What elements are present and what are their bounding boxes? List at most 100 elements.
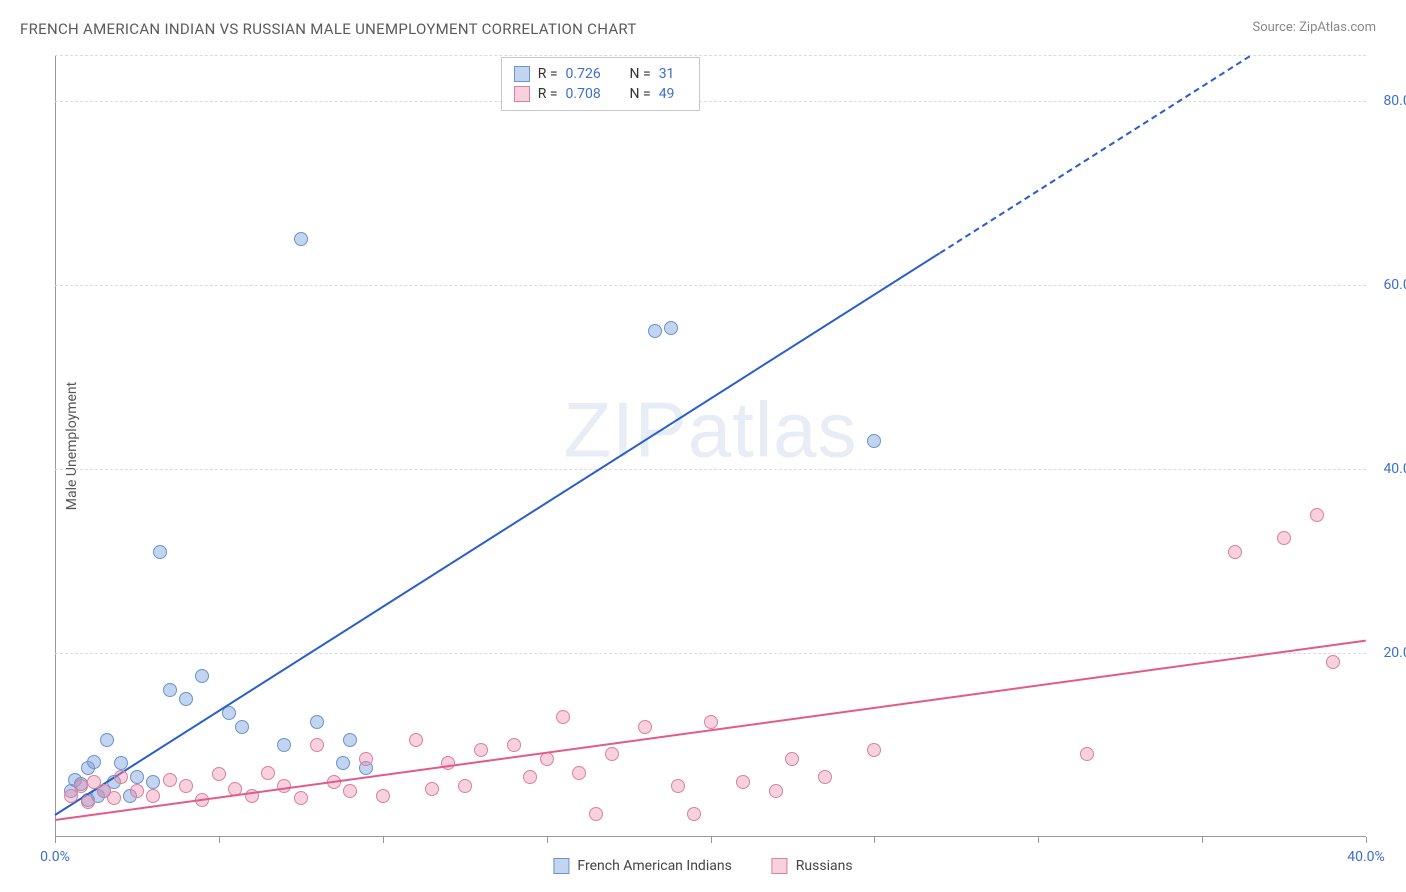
n-value: 49 — [659, 86, 687, 102]
scatter-point — [1310, 508, 1324, 522]
scatter-point — [736, 775, 750, 789]
x-tick-mark — [1038, 837, 1039, 843]
r-value: 0.708 — [566, 86, 616, 102]
scatter-point — [336, 756, 350, 770]
scatter-point — [310, 715, 324, 729]
scatter-point — [343, 784, 357, 798]
scatter-point — [179, 779, 193, 793]
scatter-point — [785, 752, 799, 766]
scatter-point — [107, 791, 121, 805]
scatter-point — [261, 766, 275, 780]
swatch-icon — [514, 86, 530, 102]
trend-line — [54, 252, 940, 816]
bottom-legend: French American Indians Russians — [553, 858, 852, 874]
scatter-point — [671, 779, 685, 793]
scatter-point — [648, 324, 662, 338]
x-tick-mark — [55, 837, 56, 843]
x-tick-mark — [547, 837, 548, 843]
scatter-point — [310, 738, 324, 752]
scatter-point — [87, 755, 101, 769]
watermark-zip: ZIP — [563, 386, 687, 474]
y-tick-label: 20.0% — [1383, 645, 1406, 661]
scatter-point — [818, 770, 832, 784]
trend-line — [939, 55, 1250, 254]
scatter-point — [572, 766, 586, 780]
trend-line — [55, 639, 1366, 820]
y-tick-label: 40.0% — [1383, 461, 1406, 477]
chart-area: ZIPatlas 20.0%40.0%60.0%80.0%0.0%40.0%R … — [55, 55, 1366, 837]
r-label: R = — [538, 66, 558, 82]
scatter-point — [523, 770, 537, 784]
swatch-series-0 — [553, 858, 569, 874]
scatter-point — [130, 770, 144, 784]
scatter-point — [556, 710, 570, 724]
scatter-point — [1080, 747, 1094, 761]
scatter-point — [294, 791, 308, 805]
correlation-legend-row: R = 0.726 N = 31 — [514, 64, 687, 84]
x-tick-mark — [1202, 837, 1203, 843]
x-tick-mark — [1366, 837, 1367, 843]
scatter-point — [867, 743, 881, 757]
scatter-point — [664, 321, 678, 335]
x-tick-mark — [874, 837, 875, 843]
n-value: 31 — [659, 66, 687, 82]
r-value: 0.726 — [566, 66, 616, 82]
swatch-icon — [514, 66, 530, 82]
legend-label-series-1: Russians — [796, 858, 853, 874]
scatter-point — [605, 747, 619, 761]
grid-line — [55, 469, 1366, 470]
scatter-point — [458, 779, 472, 793]
legend-label-series-0: French American Indians — [577, 858, 731, 874]
correlation-legend-row: R = 0.708 N = 49 — [514, 84, 687, 104]
x-tick-mark — [219, 837, 220, 843]
scatter-point — [376, 789, 390, 803]
x-tick-label: 0.0% — [40, 849, 70, 865]
scatter-point — [474, 743, 488, 757]
watermark-atlas: atlas — [688, 386, 858, 474]
scatter-point — [100, 733, 114, 747]
source-label: Source: ZipAtlas.com — [1252, 20, 1376, 35]
scatter-point — [212, 767, 226, 781]
scatter-point — [195, 669, 209, 683]
scatter-point — [359, 752, 373, 766]
n-label: N = — [630, 86, 651, 102]
scatter-point — [235, 720, 249, 734]
scatter-point — [277, 738, 291, 752]
scatter-point — [425, 782, 439, 796]
scatter-point — [1277, 531, 1291, 545]
scatter-point — [687, 807, 701, 821]
y-tick-label: 80.0% — [1383, 93, 1406, 109]
r-label: R = — [538, 86, 558, 102]
grid-line — [55, 55, 1366, 56]
x-tick-mark — [383, 837, 384, 843]
scatter-point — [74, 779, 88, 793]
scatter-point — [704, 715, 718, 729]
scatter-point — [114, 770, 128, 784]
scatter-point — [163, 773, 177, 787]
x-tick-mark — [711, 837, 712, 843]
scatter-point — [638, 720, 652, 734]
scatter-point — [769, 784, 783, 798]
legend-item-series-1: Russians — [772, 858, 853, 874]
scatter-point — [179, 692, 193, 706]
scatter-point — [343, 733, 357, 747]
legend-item-series-0: French American Indians — [553, 858, 731, 874]
y-tick-label: 60.0% — [1383, 277, 1406, 293]
grid-line — [55, 653, 1366, 654]
swatch-series-1 — [772, 858, 788, 874]
grid-line — [55, 101, 1366, 102]
n-label: N = — [630, 66, 651, 82]
scatter-point — [507, 738, 521, 752]
scatter-point — [163, 683, 177, 697]
x-tick-label: 40.0% — [1347, 849, 1385, 865]
scatter-point — [294, 232, 308, 246]
y-axis-line — [55, 55, 56, 837]
scatter-point — [1228, 545, 1242, 559]
correlation-legend: R = 0.726 N = 31 R = 0.708 N = 49 — [501, 57, 700, 111]
chart-title: FRENCH AMERICAN INDIAN VS RUSSIAN MALE U… — [20, 20, 637, 38]
scatter-point — [146, 775, 160, 789]
scatter-point — [589, 807, 603, 821]
scatter-point — [409, 733, 423, 747]
scatter-point — [81, 795, 95, 809]
plot-area: ZIPatlas 20.0%40.0%60.0%80.0%0.0%40.0%R … — [55, 55, 1366, 837]
